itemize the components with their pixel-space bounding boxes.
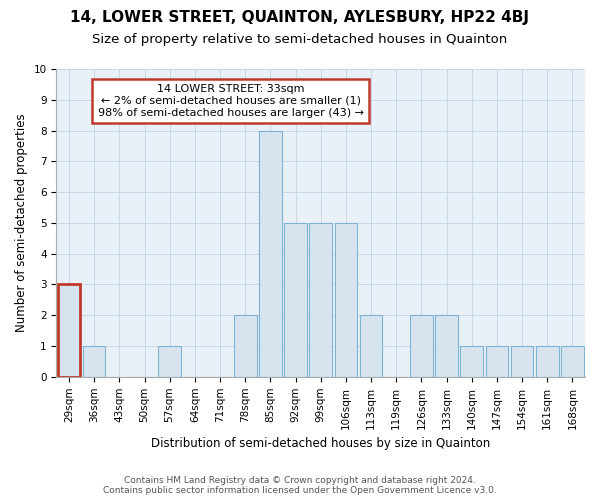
Text: Size of property relative to semi-detached houses in Quainton: Size of property relative to semi-detach… bbox=[92, 32, 508, 46]
Y-axis label: Number of semi-detached properties: Number of semi-detached properties bbox=[15, 114, 28, 332]
Bar bbox=[435, 316, 458, 377]
Bar bbox=[460, 346, 483, 377]
Bar bbox=[410, 316, 433, 377]
Bar bbox=[259, 130, 281, 377]
Bar bbox=[360, 316, 382, 377]
Bar bbox=[485, 346, 508, 377]
Bar bbox=[511, 346, 533, 377]
Text: 14, LOWER STREET, QUAINTON, AYLESBURY, HP22 4BJ: 14, LOWER STREET, QUAINTON, AYLESBURY, H… bbox=[71, 10, 530, 25]
Bar bbox=[58, 284, 80, 377]
Bar bbox=[536, 346, 559, 377]
Bar bbox=[83, 346, 106, 377]
Bar bbox=[234, 316, 257, 377]
Text: 14 LOWER STREET: 33sqm
← 2% of semi-detached houses are smaller (1)
98% of semi-: 14 LOWER STREET: 33sqm ← 2% of semi-deta… bbox=[98, 84, 364, 117]
Text: Contains HM Land Registry data © Crown copyright and database right 2024.
Contai: Contains HM Land Registry data © Crown c… bbox=[103, 476, 497, 495]
X-axis label: Distribution of semi-detached houses by size in Quainton: Distribution of semi-detached houses by … bbox=[151, 437, 490, 450]
Bar bbox=[310, 223, 332, 377]
Bar bbox=[561, 346, 584, 377]
Bar bbox=[158, 346, 181, 377]
Bar bbox=[335, 223, 357, 377]
Bar bbox=[284, 223, 307, 377]
